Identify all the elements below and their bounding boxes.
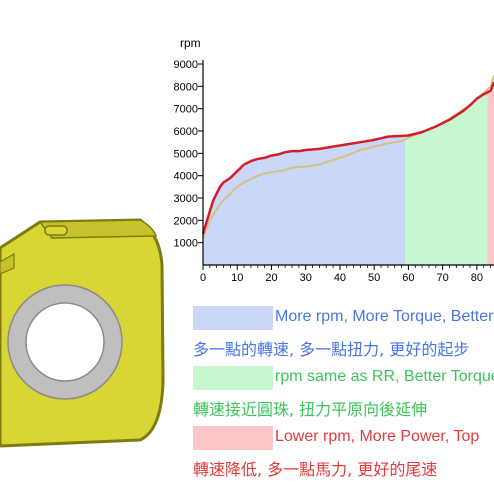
y-axis-label: rpm (180, 36, 201, 50)
roller-slot (44, 225, 68, 236)
x-tick-label: 70 (437, 272, 449, 284)
y-tick-label: 2000 (174, 215, 198, 227)
roller-top-lip (38, 219, 158, 239)
legend-text-en-1: More rpm, More Torque, Better (275, 308, 494, 325)
zone-layer (203, 81, 494, 265)
legend-text-en-3: Lower rpm, More Power, Top (275, 428, 480, 445)
roller-bore (25, 302, 105, 382)
x-tick-label: 60 (402, 272, 414, 284)
zone-fill-2 (404, 92, 488, 265)
series-layer (201, 74, 494, 239)
x-tick-label: 20 (265, 272, 277, 284)
y-tick-label: 6000 (174, 126, 198, 138)
roller-side-notch (0, 252, 15, 275)
y-tick-label: 1000 (174, 238, 198, 250)
legend-text-zh-3: 轉速降低, 多一點馬力, 更好的尾速 (193, 460, 438, 479)
x-tick-label: 80 (471, 272, 483, 284)
x-tick-label: 40 (334, 272, 346, 284)
legend-text-en-2: rpm same as RR, Better Torque (275, 368, 494, 385)
series-line-1 (201, 81, 494, 235)
x-tick-label: 10 (231, 272, 243, 284)
legend-swatch-1 (193, 306, 273, 330)
y-tick-label: 9000 (174, 59, 198, 71)
legend-swatch-2 (193, 366, 273, 390)
axes-layer: 1000 2000 3000 4000 5000 6000 7000 8000 9000 0 10 2… (174, 59, 494, 284)
x-tick-label: 50 (368, 272, 380, 284)
legend-text-zh-1: 多一點的轉速, 多一點扭力, 更好的起步 (193, 340, 470, 359)
y-tick-label: 7000 (174, 104, 198, 116)
legend-swatch-3 (193, 426, 273, 450)
y-tick-label: 5000 (174, 148, 198, 160)
y-tick-label: 3000 (174, 193, 198, 205)
y-tick-label: 8000 (174, 81, 198, 93)
zone-fill-3 (487, 81, 494, 265)
zone-fill-1 (203, 135, 405, 265)
y-tick-label: 4000 (174, 171, 198, 183)
x-tick-label: 30 (300, 272, 312, 284)
legend-text-zh-2: 轉速接近圓珠, 扭力平原向後延伸 (193, 400, 428, 419)
x-tick-label: 0 (200, 272, 206, 284)
